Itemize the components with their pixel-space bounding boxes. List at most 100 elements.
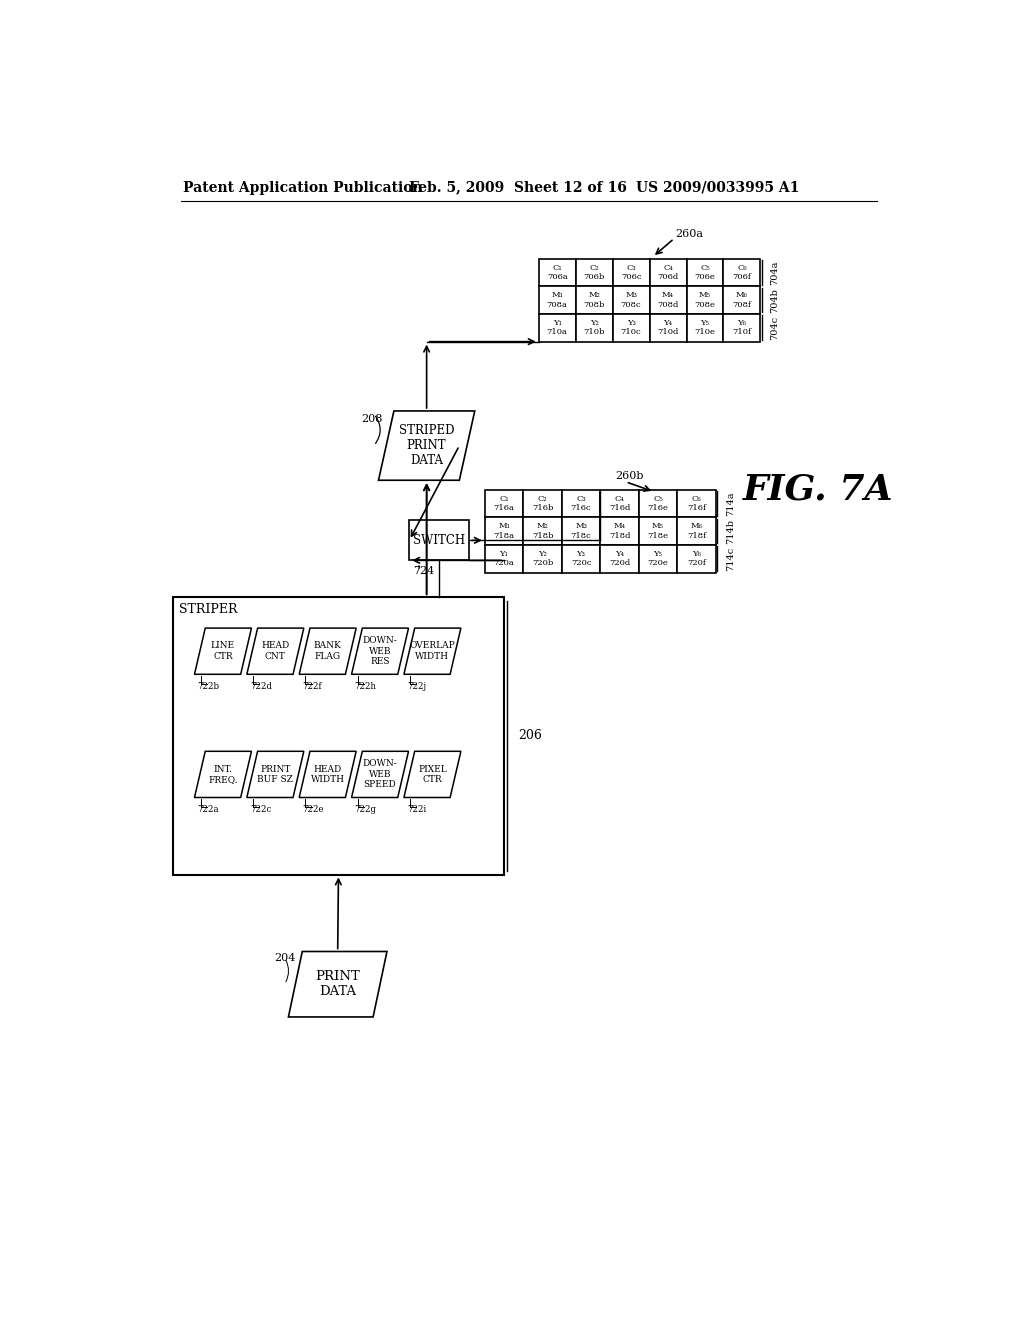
Text: INT.
FREQ.: INT. FREQ. bbox=[208, 764, 238, 784]
Polygon shape bbox=[195, 751, 252, 797]
Bar bbox=[600, 545, 639, 573]
Bar bbox=[677, 545, 716, 573]
Text: SWITCH: SWITCH bbox=[414, 533, 465, 546]
Bar bbox=[649, 259, 686, 286]
Text: Sheet 12 of 16: Sheet 12 of 16 bbox=[514, 181, 627, 194]
Bar bbox=[575, 286, 612, 314]
Bar bbox=[484, 490, 523, 517]
Bar bbox=[523, 490, 562, 517]
Text: 208: 208 bbox=[361, 413, 383, 424]
Polygon shape bbox=[289, 952, 387, 1016]
Text: PRINT
BUF SZ: PRINT BUF SZ bbox=[257, 764, 293, 784]
Text: 714a: 714a bbox=[727, 491, 735, 516]
Text: 722b: 722b bbox=[198, 682, 219, 692]
Text: FIG. 7A: FIG. 7A bbox=[742, 473, 893, 507]
Text: C₅
706e: C₅ 706e bbox=[694, 264, 716, 281]
Bar bbox=[724, 259, 761, 286]
Text: M₄
708d: M₄ 708d bbox=[657, 292, 679, 309]
Bar bbox=[484, 517, 523, 545]
Bar bbox=[639, 490, 677, 517]
Text: M₆
708f: M₆ 708f bbox=[732, 292, 752, 309]
Bar bbox=[677, 490, 716, 517]
Polygon shape bbox=[403, 751, 461, 797]
Text: M₃
708c: M₃ 708c bbox=[621, 292, 641, 309]
Text: Y₅
720e: Y₅ 720e bbox=[647, 550, 669, 568]
Text: Y₅
710e: Y₅ 710e bbox=[694, 319, 716, 337]
Polygon shape bbox=[351, 751, 409, 797]
Bar bbox=[410, 520, 469, 560]
Text: M₂
708b: M₂ 708b bbox=[584, 292, 605, 309]
Bar bbox=[639, 517, 677, 545]
Text: M₁
718a: M₁ 718a bbox=[494, 523, 514, 540]
Bar bbox=[562, 490, 600, 517]
Text: 714c: 714c bbox=[727, 546, 735, 572]
Polygon shape bbox=[299, 628, 356, 675]
Text: M₅
708e: M₅ 708e bbox=[694, 292, 716, 309]
Text: M₅
718e: M₅ 718e bbox=[647, 523, 669, 540]
Text: DOWN-
WEB
RES: DOWN- WEB RES bbox=[362, 636, 397, 667]
Polygon shape bbox=[379, 411, 475, 480]
Text: Y₁
720a: Y₁ 720a bbox=[494, 550, 514, 568]
Text: 724: 724 bbox=[413, 566, 434, 576]
Bar bbox=[173, 597, 504, 874]
Text: 704c: 704c bbox=[770, 315, 778, 339]
Text: C₅
716e: C₅ 716e bbox=[647, 495, 669, 512]
Text: M₄
718d: M₄ 718d bbox=[608, 523, 630, 540]
Text: C₃
706c: C₃ 706c bbox=[621, 264, 641, 281]
Text: C₂
706b: C₂ 706b bbox=[584, 264, 605, 281]
Bar bbox=[686, 314, 724, 342]
Text: Y₄
720d: Y₄ 720d bbox=[609, 550, 630, 568]
Text: C₂
716b: C₂ 716b bbox=[531, 495, 553, 512]
Text: Y₆
710f: Y₆ 710f bbox=[732, 319, 752, 337]
Text: Y₄
710d: Y₄ 710d bbox=[657, 319, 679, 337]
Text: 722j: 722j bbox=[407, 682, 426, 692]
Bar bbox=[600, 490, 639, 517]
Text: US 2009/0033995 A1: US 2009/0033995 A1 bbox=[637, 181, 800, 194]
Bar bbox=[562, 517, 600, 545]
Polygon shape bbox=[195, 628, 252, 675]
Text: 704a: 704a bbox=[770, 260, 778, 285]
Text: M₃
718c: M₃ 718c bbox=[570, 523, 592, 540]
Bar bbox=[575, 259, 612, 286]
Bar bbox=[677, 517, 716, 545]
Polygon shape bbox=[247, 751, 304, 797]
Text: 722a: 722a bbox=[198, 805, 219, 814]
Text: OVERLAP
WIDTH: OVERLAP WIDTH bbox=[410, 642, 456, 661]
Text: BANK
FLAG: BANK FLAG bbox=[313, 642, 342, 661]
Text: C₄
706d: C₄ 706d bbox=[657, 264, 679, 281]
Bar bbox=[686, 259, 724, 286]
Bar bbox=[575, 314, 612, 342]
Polygon shape bbox=[299, 751, 356, 797]
Bar bbox=[600, 517, 639, 545]
Text: 714b: 714b bbox=[727, 519, 735, 544]
Text: Y₃
710c: Y₃ 710c bbox=[621, 319, 641, 337]
Text: 206: 206 bbox=[518, 730, 542, 742]
Text: STRIPER: STRIPER bbox=[179, 603, 238, 616]
Bar bbox=[562, 545, 600, 573]
Bar bbox=[724, 314, 761, 342]
Text: C₃
716c: C₃ 716c bbox=[570, 495, 591, 512]
Text: M₁
708a: M₁ 708a bbox=[547, 292, 567, 309]
Text: PRINT
DATA: PRINT DATA bbox=[315, 970, 360, 998]
Text: C₆
716f: C₆ 716f bbox=[687, 495, 707, 512]
Bar bbox=[523, 517, 562, 545]
Text: 260a: 260a bbox=[676, 228, 703, 239]
Polygon shape bbox=[247, 628, 304, 675]
Text: 722g: 722g bbox=[354, 805, 377, 814]
Text: Y₂
710b: Y₂ 710b bbox=[584, 319, 605, 337]
Text: 722c: 722c bbox=[250, 805, 271, 814]
Text: Y₃
720c: Y₃ 720c bbox=[570, 550, 591, 568]
Text: 722f: 722f bbox=[302, 682, 322, 692]
Text: C₁
706a: C₁ 706a bbox=[547, 264, 567, 281]
Bar bbox=[639, 545, 677, 573]
Text: HEAD
WIDTH: HEAD WIDTH bbox=[310, 764, 345, 784]
Polygon shape bbox=[351, 628, 409, 675]
Bar bbox=[612, 259, 649, 286]
Bar bbox=[612, 286, 649, 314]
Bar bbox=[539, 314, 575, 342]
Text: 722e: 722e bbox=[302, 805, 324, 814]
Text: Y₁
710a: Y₁ 710a bbox=[547, 319, 567, 337]
Text: STRIPED
PRINT
DATA: STRIPED PRINT DATA bbox=[399, 424, 455, 467]
Text: 260b: 260b bbox=[615, 471, 644, 480]
Text: Feb. 5, 2009: Feb. 5, 2009 bbox=[410, 181, 505, 194]
